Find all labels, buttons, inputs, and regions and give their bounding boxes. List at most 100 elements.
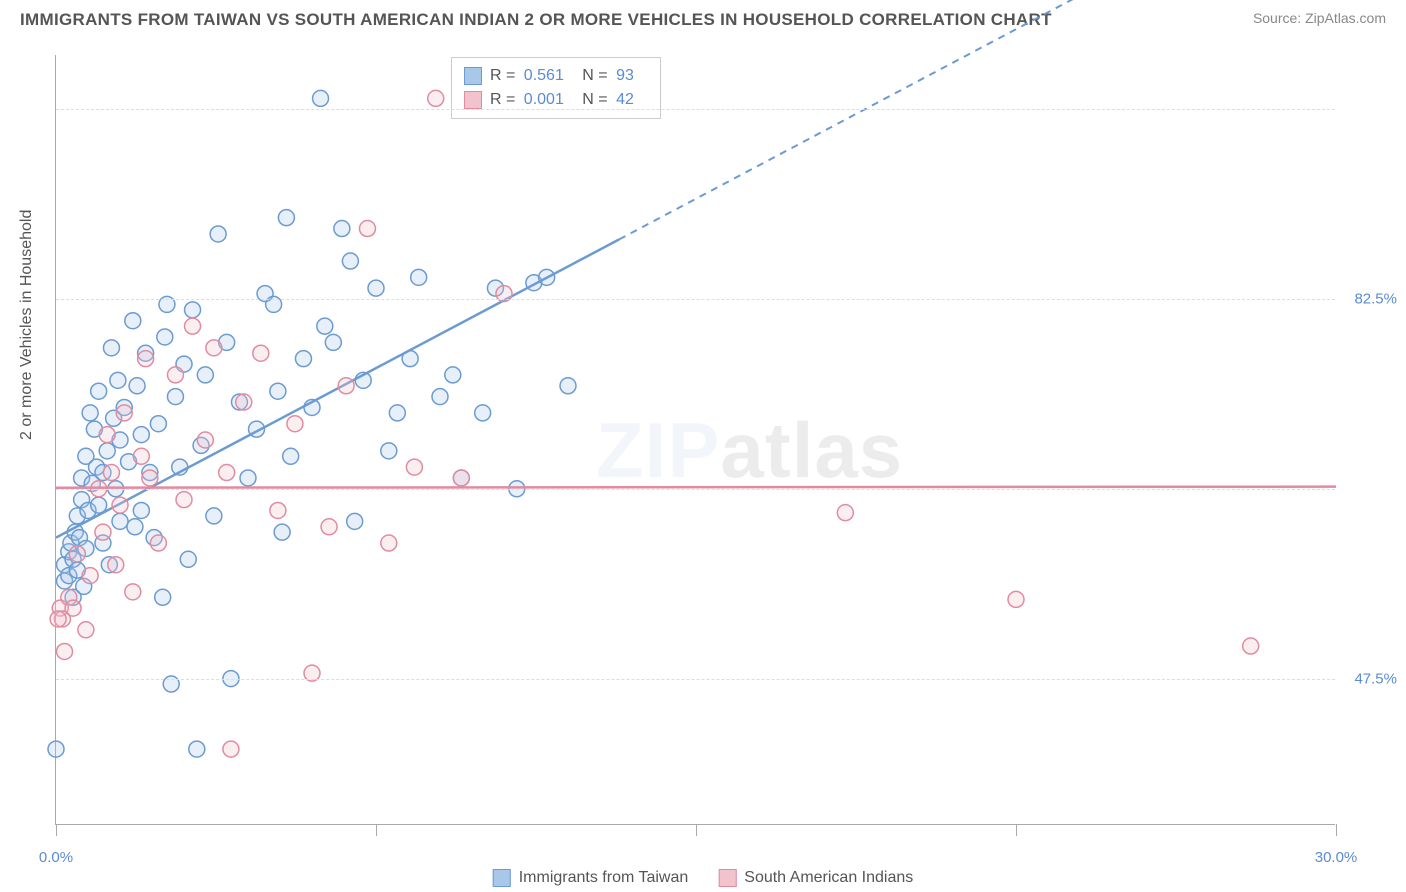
- data-point: [185, 318, 201, 334]
- data-point: [50, 611, 66, 627]
- trend-line-extrapolated: [619, 0, 1336, 239]
- data-point: [69, 546, 85, 562]
- legend-row-taiwan: R = 0.561 N = 93: [464, 64, 648, 88]
- data-point: [167, 389, 183, 405]
- data-point: [57, 643, 73, 659]
- data-point: [103, 465, 119, 481]
- data-point: [206, 340, 222, 356]
- x-tick: [376, 824, 377, 836]
- data-point: [197, 432, 213, 448]
- gridline: [56, 109, 1335, 110]
- x-tick-label: 30.0%: [1315, 849, 1358, 866]
- data-point: [313, 90, 329, 106]
- series-legend: Immigrants from Taiwan South American In…: [493, 869, 914, 887]
- data-point: [1243, 638, 1259, 654]
- data-point: [406, 459, 422, 475]
- data-point: [334, 221, 350, 237]
- legend-item-taiwan: Immigrants from Taiwan: [493, 869, 689, 887]
- chart-title: IMMIGRANTS FROM TAIWAN VS SOUTH AMERICAN…: [20, 10, 1052, 30]
- data-point: [157, 329, 173, 345]
- data-point: [560, 378, 576, 394]
- x-tick: [1336, 824, 1337, 836]
- data-point: [274, 524, 290, 540]
- swatch-sai: [464, 91, 482, 109]
- data-point: [99, 427, 115, 443]
- data-point: [359, 221, 375, 237]
- plot-svg: [56, 55, 1335, 824]
- data-point: [475, 405, 491, 421]
- data-point: [1008, 591, 1024, 607]
- y-tick-label: 82.5%: [1354, 291, 1397, 308]
- data-point: [167, 367, 183, 383]
- x-tick: [56, 824, 57, 836]
- data-point: [210, 226, 226, 242]
- data-point: [219, 465, 235, 481]
- data-point: [133, 427, 149, 443]
- data-point: [432, 389, 448, 405]
- x-tick-label: 0.0%: [39, 849, 73, 866]
- data-point: [176, 492, 192, 508]
- data-point: [82, 405, 98, 421]
- data-point: [150, 535, 166, 551]
- data-point: [428, 90, 444, 106]
- x-tick: [1016, 824, 1017, 836]
- data-point: [155, 589, 171, 605]
- data-point: [270, 383, 286, 399]
- data-point: [189, 741, 205, 757]
- data-point: [411, 269, 427, 285]
- data-point: [295, 351, 311, 367]
- data-point: [125, 584, 141, 600]
- data-point: [65, 600, 81, 616]
- data-point: [138, 351, 154, 367]
- data-point: [342, 253, 358, 269]
- data-point: [445, 367, 461, 383]
- data-point: [150, 416, 166, 432]
- gridline: [56, 299, 1335, 300]
- data-point: [253, 345, 269, 361]
- trend-line: [56, 487, 1336, 488]
- y-tick-label: 47.5%: [1354, 670, 1397, 687]
- data-point: [133, 502, 149, 518]
- data-point: [112, 497, 128, 513]
- data-point: [129, 378, 145, 394]
- data-point: [381, 443, 397, 459]
- data-point: [125, 313, 141, 329]
- data-point: [110, 372, 126, 388]
- data-point: [347, 513, 363, 529]
- data-point: [91, 383, 107, 399]
- swatch-taiwan-icon: [493, 869, 511, 887]
- data-point: [142, 470, 158, 486]
- data-point: [185, 302, 201, 318]
- legend-item-sai: South American Indians: [718, 869, 913, 887]
- source-attribution: Source: ZipAtlas.com: [1253, 10, 1386, 26]
- y-axis-label: 2 or more Vehicles in Household: [18, 210, 36, 440]
- data-point: [338, 378, 354, 394]
- data-point: [95, 524, 111, 540]
- data-point: [223, 741, 239, 757]
- data-point: [368, 280, 384, 296]
- data-point: [287, 416, 303, 432]
- data-point: [270, 502, 286, 518]
- data-point: [236, 394, 252, 410]
- data-point: [82, 568, 98, 584]
- data-point: [837, 505, 853, 521]
- data-point: [283, 448, 299, 464]
- gridline: [56, 679, 1335, 680]
- data-point: [103, 340, 119, 356]
- data-point: [240, 470, 256, 486]
- data-point: [206, 508, 222, 524]
- data-point: [381, 535, 397, 551]
- data-point: [116, 405, 132, 421]
- gridline: [56, 489, 1335, 490]
- data-point: [453, 470, 469, 486]
- data-point: [180, 551, 196, 567]
- data-point: [317, 318, 333, 334]
- data-point: [99, 443, 115, 459]
- data-point: [112, 513, 128, 529]
- data-point: [127, 519, 143, 535]
- swatch-taiwan: [464, 67, 482, 85]
- data-point: [78, 622, 94, 638]
- data-point: [278, 210, 294, 226]
- data-point: [389, 405, 405, 421]
- data-point: [321, 519, 337, 535]
